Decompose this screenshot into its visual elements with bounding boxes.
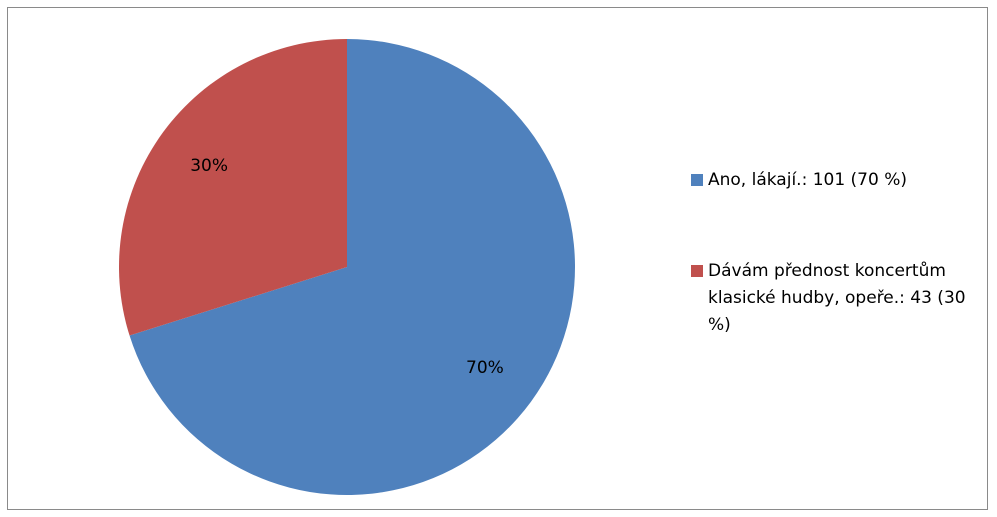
data-label-1: 70% xyxy=(466,358,504,378)
legend-swatch-blue xyxy=(691,174,703,186)
legend-swatch-red xyxy=(691,265,703,277)
pie-slice-2 xyxy=(119,39,348,336)
pie-slice-1 xyxy=(129,39,575,496)
legend-item-klasicka-hudba: Dávám přednost koncertům klasické hudby,… xyxy=(691,258,991,339)
legend-label-ano: Ano, lákají.: 101 (70 %) xyxy=(708,170,908,190)
data-label-2: 30% xyxy=(190,156,228,176)
legend-item-ano: Ano, lákají.: 101 (70 %) xyxy=(691,167,991,194)
legend-label-klasicka-hudba: Dávám přednost koncertům klasické hudby,… xyxy=(708,261,966,335)
legend: Ano, lákají.: 101 (70 %) Dávám přednost … xyxy=(691,167,991,339)
pie-slices xyxy=(119,39,575,496)
pie-data-labels: 70% 30% xyxy=(190,156,504,378)
